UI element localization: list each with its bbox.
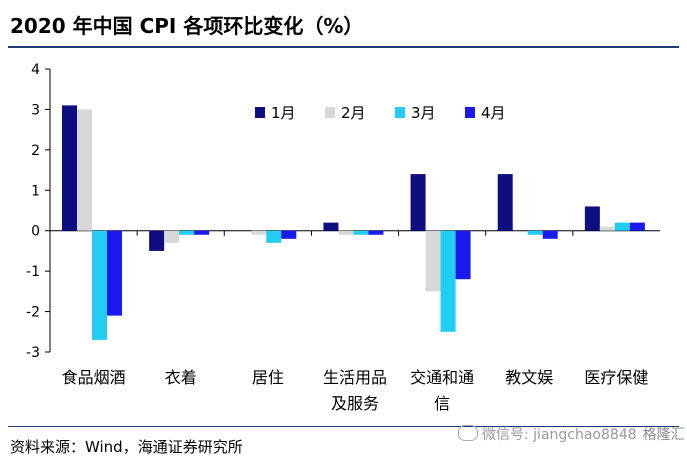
bar-4月-5 bbox=[542, 230, 558, 239]
bar-4月-4 bbox=[455, 230, 471, 280]
y-tick-label: -3 bbox=[26, 345, 40, 361]
category-label: 教文娱 bbox=[505, 368, 553, 387]
bar-2月-4 bbox=[425, 230, 441, 292]
legend-swatch-3月 bbox=[395, 107, 405, 118]
legend-label: 2月 bbox=[341, 104, 366, 122]
watermark-text: 微信号: jiangchao8848 bbox=[482, 427, 637, 443]
bar-4月-6 bbox=[629, 222, 645, 231]
legend-label: 1月 bbox=[271, 104, 296, 122]
bar-3月-0 bbox=[92, 230, 107, 340]
bar-3月-6 bbox=[614, 222, 630, 231]
title-divider bbox=[8, 46, 679, 48]
bar-1月-0 bbox=[62, 105, 77, 231]
bar-2月-1 bbox=[164, 230, 180, 243]
y-tick-label: -1 bbox=[26, 264, 40, 280]
bar-3月-2 bbox=[266, 230, 282, 243]
watermark: 微信号: jiangchao8848 格隆汇 bbox=[458, 424, 685, 444]
bar-2月-3 bbox=[338, 230, 354, 235]
legend-swatch-2月 bbox=[325, 107, 335, 118]
category-label: 衣着 bbox=[165, 368, 197, 387]
category-label: 食品烟酒 bbox=[62, 368, 126, 387]
legend-swatch-4月 bbox=[465, 107, 475, 118]
legend-label: 4月 bbox=[481, 104, 506, 122]
y-tick-label: 0 bbox=[31, 224, 40, 240]
y-tick-label: 4 bbox=[31, 62, 40, 78]
y-tick-label: 3 bbox=[31, 102, 40, 118]
category-label: 医疗保健 bbox=[584, 368, 648, 387]
source-note: 资料来源：Wind，海通证券研究所 bbox=[10, 438, 243, 456]
category-label: 及服务 bbox=[331, 394, 379, 413]
wechat-icon bbox=[458, 425, 478, 441]
legend-swatch-1月 bbox=[255, 107, 265, 118]
watermark-badge: 格隆汇 bbox=[642, 427, 685, 443]
footer-divider bbox=[8, 426, 679, 427]
bar-2月-0 bbox=[77, 109, 92, 231]
bar-1月-1 bbox=[149, 230, 165, 251]
legend-label: 3月 bbox=[411, 104, 436, 122]
category-label: 信 bbox=[434, 394, 450, 413]
chart-title: 2020 年中国 CPI 各项环比变化（%） bbox=[10, 14, 364, 38]
bar-1月-3 bbox=[323, 222, 339, 231]
bar-3月-3 bbox=[353, 230, 369, 235]
bar-1月-4 bbox=[410, 174, 426, 231]
bar-3月-1 bbox=[179, 230, 195, 235]
y-tick-label: 2 bbox=[31, 143, 40, 159]
bar-4月-3 bbox=[368, 230, 384, 235]
bar-4月-1 bbox=[194, 230, 210, 235]
y-tick-label: 1 bbox=[31, 183, 40, 199]
bar-1月-5 bbox=[497, 174, 513, 231]
bar-4月-0 bbox=[107, 230, 122, 316]
category-label: 生活用品 bbox=[323, 368, 387, 387]
bar-3月-4 bbox=[440, 230, 456, 332]
y-tick-label: -2 bbox=[26, 305, 40, 321]
bar-4月-2 bbox=[281, 230, 297, 239]
bar-2月-6 bbox=[599, 226, 615, 231]
bar-1月-6 bbox=[584, 206, 600, 231]
bar-3月-5 bbox=[527, 230, 543, 235]
bar-2月-2 bbox=[251, 230, 267, 235]
category-label: 居住 bbox=[252, 368, 284, 387]
category-label: 交通和通 bbox=[410, 368, 474, 387]
